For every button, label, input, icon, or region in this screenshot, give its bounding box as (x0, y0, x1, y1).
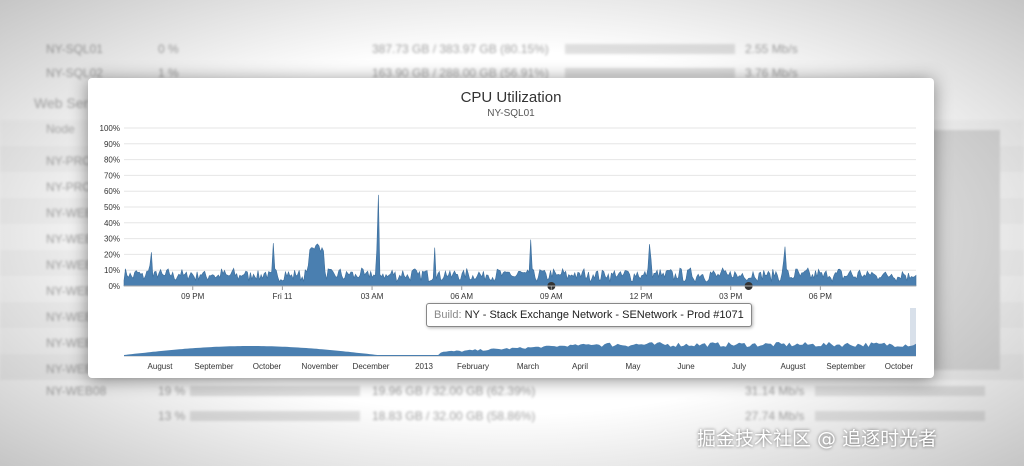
table-row: NY-WEB (0, 252, 1024, 278)
navigator-tick-label: December (353, 362, 390, 371)
background-column (930, 130, 1000, 370)
navigator-tick-label: 2013 (415, 362, 433, 371)
chart-gridlines (124, 127, 916, 287)
table-row: NY-WEB (0, 200, 1024, 226)
disk-bar (565, 68, 735, 78)
node-name: NY-PRO (46, 154, 92, 168)
x-tick-label: 09 AM (540, 292, 563, 301)
x-axis-labels: 09 PM Fri 11 03 AM 06 AM 09 AM 12 PM 03 PM 06 P… (124, 285, 916, 301)
cpu-value: 1 % (158, 66, 179, 80)
navigator-tick-label: June (677, 362, 695, 371)
node-name: NY-WEB (46, 310, 93, 324)
navigator-tick-label: October (885, 362, 914, 371)
cpu-chart[interactable]: CPU Utilization NY-SQL01 100% 90% 80% 70% 60… (88, 78, 934, 378)
node-name: NY-SQL02 (46, 66, 103, 80)
disk-value: 387.73 GB / 383.97 GB (80.15%) (372, 42, 549, 56)
chart-title: CPU Utilization (461, 89, 562, 106)
cpu-chart-modal: CPU Utilization NY-SQL01 100% 90% 80% 70% 60… (88, 78, 934, 378)
navigator-tick-label: April (572, 362, 588, 371)
cpu-bar (190, 386, 360, 396)
node-name: NY-WEB (46, 232, 93, 246)
cpu-series-area[interactable] (123, 194, 917, 287)
node-name: NY-WEB (46, 258, 93, 272)
navigator-tick-label: August (148, 362, 174, 371)
navigator-axis-labels: August September October November December 20… (148, 362, 914, 371)
node-name: NY-WEB08 (46, 384, 107, 398)
x-tick-label: 03 PM (719, 292, 742, 301)
net-bar (815, 411, 985, 421)
disk-value: 19.96 GB / 32.00 GB (62.39%) (372, 384, 536, 398)
table-row: NY-SQL02 1 % 163.90 GB / 288.00 GB (56.9… (0, 60, 1024, 86)
x-tick-label: 12 PM (629, 292, 652, 301)
build-tooltip: Build: NY - Stack Exchange Network - SEN… (426, 303, 752, 327)
watermark: 掘金技术社区 @ 追逐时光者 (697, 428, 938, 450)
x-tick-label: Fri 11 (272, 292, 292, 301)
x-tick-label: 09 PM (181, 292, 204, 301)
table-row: NY-PRO (0, 174, 1024, 200)
node-name: NY-WEB (46, 284, 93, 298)
tooltip-key: Build: (434, 309, 462, 321)
net-value: 31.14 Mb/s (745, 384, 805, 398)
node-name: NY-SQL01 (46, 42, 103, 56)
table-row: NY-WEB (0, 330, 1024, 356)
table-row: NY-WEB (0, 278, 1024, 304)
net-value: 27.74 Mb/s (745, 409, 805, 423)
range-navigator[interactable] (124, 308, 916, 357)
table-row: NY-PRO (0, 148, 1024, 174)
y-tick-label: 80% (104, 156, 120, 165)
table-row: NY-WEB (0, 304, 1024, 330)
y-tick-label: 20% (104, 250, 120, 259)
node-name: NY-WEB (46, 206, 93, 220)
navigator-selection[interactable] (910, 308, 916, 356)
chart-subtitle: NY-SQL01 (487, 108, 535, 119)
cpu-value: 19 % (158, 384, 186, 398)
y-tick-label: 70% (104, 171, 120, 180)
disk-value: 163.90 GB / 288.00 GB (56.91%) (372, 66, 549, 80)
node-name: NY-WEB (46, 362, 93, 376)
navigator-tick-label: March (517, 362, 539, 371)
table-row: 13 % 18.83 GB / 32.00 GB (58.86%) 27.74 … (0, 403, 1024, 429)
y-tick-label: 0% (108, 282, 120, 291)
table-row: NY-WEB (0, 226, 1024, 252)
navigator-tick-label: November (302, 362, 339, 371)
navigator-tick-label: August (781, 362, 807, 371)
navigator-tick-label: July (732, 362, 746, 371)
y-tick-label: 50% (104, 203, 120, 212)
y-tick-label: 30% (104, 235, 120, 244)
x-tick-label: 03 AM (361, 292, 384, 301)
y-tick-label: 10% (104, 266, 120, 275)
node-name: NY-PRO (46, 180, 92, 194)
disk-bar (565, 44, 735, 54)
navigator-tick-label: September (194, 362, 233, 371)
net-value: 2.55 Mb/s (745, 42, 798, 56)
y-tick-label: 90% (104, 140, 120, 149)
tooltip-value: NY - Stack Exchange Network - SENetwork … (464, 309, 744, 321)
navigator-tick-label: September (826, 362, 865, 371)
cpu-bar (190, 411, 360, 421)
y-tick-label: 40% (104, 219, 120, 228)
navigator-series (124, 342, 916, 356)
column-header-node: Node (46, 122, 75, 136)
navigator-tick-label: October (253, 362, 282, 371)
table-row: NY-SQL01 0 % 387.73 GB / 383.97 GB (80.1… (0, 36, 1024, 62)
y-tick-label: 60% (104, 187, 120, 196)
y-axis-labels: 100% 90% 80% 70% 60% 50% 40% 30% 20% 10% 0% (100, 124, 120, 291)
cpu-value: 0 % (158, 42, 179, 56)
net-bar (815, 386, 985, 396)
node-name: NY-WEB (46, 336, 93, 350)
table-row: NY-WEB08 19 % 19.96 GB / 32.00 GB (62.39… (0, 378, 1024, 404)
navigator-tick-label: February (457, 362, 489, 371)
x-tick-label: 06 AM (450, 292, 473, 301)
cpu-value: 13 % (158, 409, 186, 423)
net-value: 3.76 Mb/s (745, 66, 798, 80)
navigator-tick-label: May (625, 362, 640, 371)
disk-value: 18.83 GB / 32.00 GB (58.86%) (372, 409, 536, 423)
x-tick-label: 06 PM (809, 292, 832, 301)
y-tick-label: 100% (100, 124, 120, 133)
table-row: NY-WEB (0, 356, 1024, 382)
section-title: Web Ser (34, 95, 89, 111)
